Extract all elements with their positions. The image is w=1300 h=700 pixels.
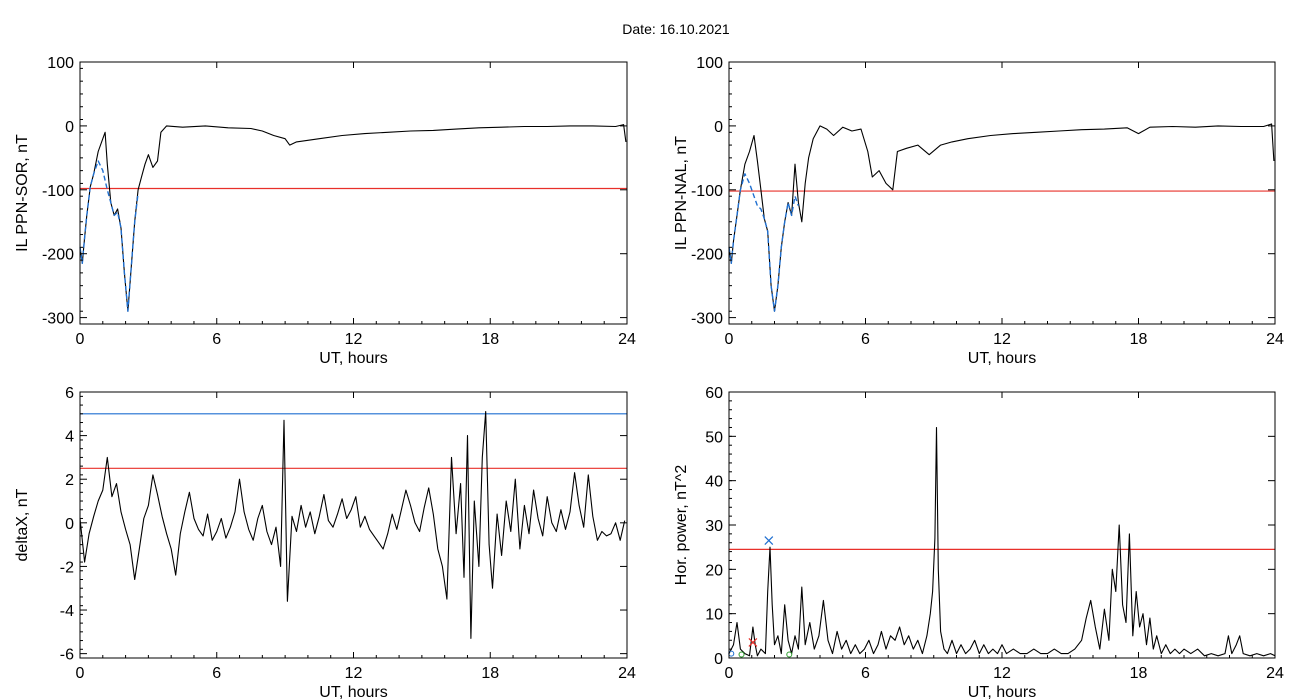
y-tick-label: 0 [65, 516, 74, 533]
y-tick-label: 60 [705, 385, 723, 402]
x-tick-label: 12 [993, 331, 1011, 348]
series-line [79, 411, 626, 639]
x-axis-label: UT, hours [319, 350, 387, 367]
chart-nal: 0 6 12 18 24 -300 -200 -100 0 100 UT, hours IL PPN-… [673, 55, 1284, 367]
x-tick-label: 6 [212, 331, 221, 348]
y-tick-label: -300 [691, 311, 723, 328]
x-tick-label: 12 [345, 665, 363, 682]
y-axis-label: Hor. power, nT^2 [673, 465, 690, 586]
x-tick-label: 24 [618, 665, 636, 682]
x-tick-label: 6 [861, 665, 870, 682]
series-line-highlight [728, 173, 800, 312]
y-tick-label: 50 [705, 429, 723, 446]
y-tick-label: 2 [65, 472, 74, 489]
x-tick-label: 0 [725, 331, 734, 348]
x-tick-label: 18 [481, 331, 499, 348]
y-tick-label: -4 [60, 603, 74, 620]
plot-frame [79, 61, 628, 325]
marker-x-stroke [764, 536, 774, 545]
x-tick-label: 12 [993, 665, 1011, 682]
series-line [728, 426, 1276, 657]
y-tick-label: -2 [60, 559, 74, 576]
x-tick-label: 24 [1266, 665, 1284, 682]
series-line [79, 124, 627, 312]
y-tick-label: 20 [705, 562, 723, 579]
figure-title: Date: 16.10.2021 [622, 21, 730, 37]
y-tick-label: -100 [42, 183, 74, 200]
x-axis-label: UT, hours [968, 350, 1036, 367]
x-axis-label: UT, hours [968, 684, 1036, 700]
y-tick-label: 4 [65, 429, 74, 446]
series-line-highlight [79, 160, 139, 312]
x-tick-label: 0 [725, 665, 734, 682]
y-tick-label: -6 [60, 647, 74, 664]
x-tick-label: 24 [1266, 331, 1284, 348]
x-tick-label: 18 [1130, 331, 1148, 348]
marker-circle [738, 651, 745, 658]
y-tick-label: 10 [705, 607, 723, 624]
marker-circle [786, 651, 793, 658]
y-tick-label: -300 [42, 311, 74, 328]
y-axis-label: IL PPN-NAL, nT [673, 136, 690, 250]
y-tick-label: 100 [696, 55, 723, 72]
y-tick-label: -100 [691, 183, 723, 200]
plot-frame [728, 61, 1276, 325]
series-line [728, 123, 1275, 312]
y-tick-label: -200 [42, 247, 74, 264]
x-tick-label: 24 [618, 331, 636, 348]
y-axis-label: deltaX, nT [14, 488, 31, 561]
y-tick-label: 40 [705, 474, 723, 491]
marker-x-stroke [748, 638, 758, 647]
plot-frame [79, 391, 628, 659]
y-tick-label: 0 [714, 119, 723, 136]
x-tick-label: 6 [861, 331, 870, 348]
y-axis-label: IL PPN-SOR, nT [14, 134, 31, 252]
x-tick-label: 0 [76, 665, 85, 682]
y-tick-label: 0 [714, 651, 723, 668]
y-tick-label: 6 [65, 385, 74, 402]
y-tick-label: 100 [47, 55, 74, 72]
marker-x [764, 536, 774, 545]
chart-power: 0 6 12 18 24 0 10 20 30 40 50 60 UT, hours Hor. power… [673, 385, 1284, 700]
y-tick-label: 0 [65, 119, 74, 136]
marker-x [748, 638, 758, 647]
y-tick-label: -200 [691, 247, 723, 264]
x-tick-label: 18 [1130, 665, 1148, 682]
x-tick-label: 12 [345, 331, 363, 348]
chart-sor: 0 6 12 18 24 -300 -200 -100 0 100 UT, hours IL PPN-… [14, 55, 636, 367]
x-tick-label: 0 [76, 331, 85, 348]
x-tick-label: 6 [212, 665, 221, 682]
plot-frame [728, 391, 1276, 659]
y-tick-label: 30 [705, 518, 723, 535]
x-tick-label: 18 [481, 665, 499, 682]
x-axis-label: UT, hours [319, 684, 387, 700]
